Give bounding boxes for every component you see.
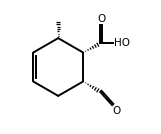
Text: O: O [113, 106, 121, 116]
Text: O: O [97, 14, 105, 24]
Text: HO: HO [114, 38, 130, 48]
